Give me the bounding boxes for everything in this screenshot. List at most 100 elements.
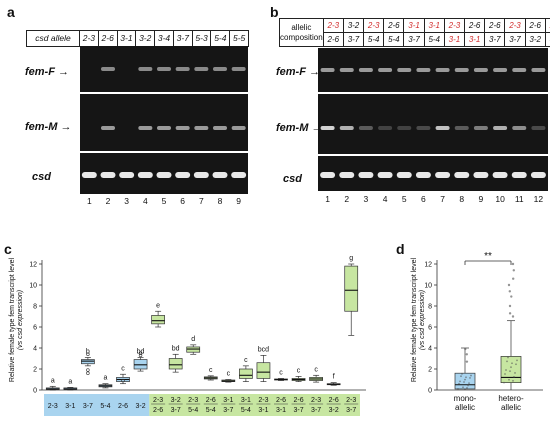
femf-band xyxy=(358,68,373,72)
category-label-top: 2-3 xyxy=(346,397,356,404)
significance-letter: d xyxy=(191,336,195,343)
allele-cell: 2-6 xyxy=(99,31,118,46)
femf-band xyxy=(339,68,354,72)
allele-cells: 2-3 2-6 3-1 3-2 3-4 3-7 5-3 5-4 5-5 xyxy=(80,31,248,46)
lane-number: 2 xyxy=(344,194,350,204)
femm-band xyxy=(435,126,450,130)
panel-a-header-row: csd allele 2-3 2-6 3-1 3-2 3-4 3-7 5-3 5-4 5-5 xyxy=(26,30,249,47)
femf-band xyxy=(213,67,227,71)
allele-cell: 3-1 xyxy=(464,31,486,47)
lane-number: 3 xyxy=(124,196,130,206)
outlier-point xyxy=(508,304,512,308)
femm-band xyxy=(157,126,171,130)
category-label-bottom: 2-6 xyxy=(153,407,163,414)
csd-band xyxy=(473,172,489,178)
csd-band xyxy=(320,172,336,178)
significance-letter: c xyxy=(279,369,283,376)
lane-number: 4 xyxy=(382,194,388,204)
allele-cell: 5-4 xyxy=(211,31,231,46)
allele-cell: 3-1 xyxy=(403,17,425,33)
allele-cell: 2-3 xyxy=(322,17,344,33)
lane-number: 1 xyxy=(325,194,330,204)
allele-cell: 5-4 xyxy=(423,31,445,47)
femf-band xyxy=(101,67,115,71)
fem-f-label-a: fem-F → xyxy=(25,66,69,78)
y-tick-label: 4 xyxy=(33,346,37,353)
panel-d-letter: d xyxy=(396,241,405,257)
allele-cell: 3-7 xyxy=(403,31,425,47)
lane-number: 12 xyxy=(533,194,544,204)
fem-f-label-b: fem-F → xyxy=(276,66,320,78)
hetero-label-strip xyxy=(149,394,360,416)
femm-band xyxy=(397,126,412,130)
data-point xyxy=(508,378,510,381)
category-label: hetero- xyxy=(498,394,524,403)
outlier-point xyxy=(138,351,143,355)
outlier-point xyxy=(138,353,143,358)
data-point xyxy=(462,386,464,389)
csd-band xyxy=(435,172,451,178)
outlier-point xyxy=(512,277,515,280)
data-point xyxy=(464,378,466,381)
significance-letter: c xyxy=(314,366,318,373)
data-point xyxy=(470,374,472,377)
box xyxy=(454,372,476,390)
significance-letter: c xyxy=(121,365,125,372)
csd-band xyxy=(454,172,470,178)
csd-band xyxy=(396,172,412,178)
outlier-point xyxy=(507,283,511,287)
significance-letter: c xyxy=(244,357,248,364)
category-label-bottom: 3-1 xyxy=(258,407,268,414)
category-label-top: 2-6 xyxy=(206,397,216,404)
csd-allele-label: csd allele xyxy=(27,31,80,46)
data-point xyxy=(469,377,471,379)
lane-number: 7 xyxy=(198,196,204,206)
femf-band xyxy=(435,68,450,72)
femm-band xyxy=(339,126,354,130)
allele-cell: 3-2 xyxy=(524,31,546,47)
lane-number: 4 xyxy=(142,196,148,206)
significance-letter: bd xyxy=(172,345,180,352)
box xyxy=(168,358,183,370)
outlier-point xyxy=(510,295,513,298)
panel-b-header: allelic composition 2-3 3-2 2-3 2-6 3-1 3-1 2-… xyxy=(279,17,550,47)
femf-band xyxy=(397,68,412,72)
gel-b-femm-strip xyxy=(318,94,548,154)
fem-f-text: fem-F xyxy=(25,66,55,78)
allelic-composition-label: allelic composition xyxy=(279,18,324,47)
csd-band xyxy=(530,172,546,178)
femm-band xyxy=(473,126,488,130)
csd-band xyxy=(212,172,228,178)
lane-number: 6 xyxy=(421,194,426,204)
significance-letter: a xyxy=(68,378,72,385)
y-tick-label: 10 xyxy=(30,283,37,290)
data-point xyxy=(460,375,462,378)
femm-band xyxy=(531,126,546,130)
category-label-top: 2-6 xyxy=(329,397,339,404)
csd-band xyxy=(81,172,97,178)
category-label-bottom: 3-7 xyxy=(171,407,181,414)
category-label-bottom: 5-4 xyxy=(206,407,216,414)
csd-band xyxy=(137,172,153,178)
header-line2: composition xyxy=(280,32,323,42)
category-label-top: 3-1 xyxy=(241,397,251,404)
category-label: allelic xyxy=(455,403,475,412)
category-label-bottom: 5-4 xyxy=(241,407,251,414)
bottom-allele-row: 2-63-75-45-43-75-43-13-13-73-73-23-7 xyxy=(322,31,550,47)
csd-band xyxy=(377,172,393,178)
ylabel-line1: Relative female type fem transcript leve… xyxy=(411,257,418,383)
gel-b-csd-strip xyxy=(318,156,548,191)
category-label: 5-4 xyxy=(100,403,110,410)
significance-stars: ** xyxy=(484,251,492,262)
femm-band xyxy=(320,126,335,130)
data-point xyxy=(511,362,513,365)
data-point xyxy=(504,373,506,375)
lane-numbers-b: 1 2 3 4 5 6 7 8 9 10 11 12 xyxy=(318,194,548,206)
data-point xyxy=(516,359,518,362)
data-point xyxy=(510,366,512,369)
outlier-point xyxy=(465,360,469,363)
femf-band xyxy=(320,68,335,72)
significance-letter: e xyxy=(156,302,160,309)
fem-m-label-b: fem-M → xyxy=(276,122,322,134)
csd-band xyxy=(156,172,172,178)
